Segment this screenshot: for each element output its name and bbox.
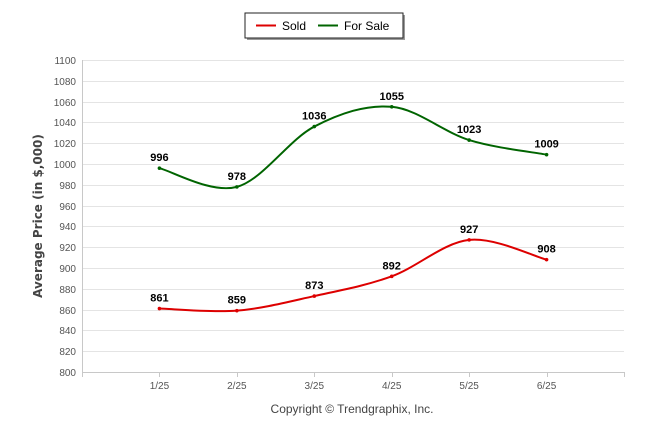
y-tick-label: 960 (59, 202, 76, 213)
data-label-for-sale: 1009 (534, 139, 558, 151)
x-tick-label: 6/25 (537, 381, 557, 392)
y-tick-label: 980 (59, 181, 76, 192)
data-point-for-sale[interactable] (157, 166, 162, 170)
data-point-for-sale[interactable] (389, 105, 394, 109)
x-tick-labels: 1/25 2/25 3/25 4/25 5/25 6/25 (150, 381, 557, 392)
x-tick-label: 1/25 (150, 381, 170, 392)
data-label-for-sale: 978 (228, 171, 246, 183)
data-label-sold: 873 (305, 280, 323, 292)
series-lines (157, 105, 549, 313)
legend-label-for-sale: For Sale (344, 19, 390, 33)
data-point-for-sale[interactable] (312, 124, 317, 129)
data-point-sold[interactable] (157, 306, 162, 311)
y-tick-label: 840 (59, 326, 76, 337)
y-tick-label: 1060 (54, 98, 77, 109)
data-label-sold: 861 (150, 293, 168, 305)
y-tick-label: 1020 (54, 139, 77, 150)
legend-item-sold[interactable]: Sold (256, 19, 306, 33)
legend-item-for-sale[interactable]: For Sale (318, 19, 390, 33)
x-tick-label: 5/25 (459, 381, 479, 392)
data-label-for-sale: 996 (150, 152, 168, 164)
data-label-sold: 908 (537, 244, 555, 256)
data-point-for-sale[interactable] (544, 152, 549, 157)
y-tick-label: 920 (59, 243, 76, 254)
data-point-for-sale[interactable] (235, 185, 239, 189)
grid-lines (82, 60, 624, 352)
data-point-sold[interactable] (235, 308, 239, 313)
data-point-sold[interactable] (312, 294, 317, 298)
data-label-sold: 892 (383, 260, 401, 272)
x-tick-label: 2/25 (227, 381, 247, 392)
y-tick-label: 880 (59, 285, 76, 296)
y-axis-title: Average Price (in $,000) (31, 134, 45, 298)
y-tick-label: 1100 (54, 56, 76, 67)
data-labels: 861 859 873 892 927 908 996 978 1036 1055 1023 1009 (150, 91, 559, 307)
series-line-for-sale (159, 105, 547, 190)
y-tick-label: 1080 (54, 77, 77, 88)
data-label-for-sale: 1023 (457, 124, 481, 136)
y-tick-label: 900 (59, 264, 76, 275)
y-tick-label: 940 (59, 222, 76, 233)
y-tick-label: 1000 (54, 160, 77, 171)
y-tick-label: 1040 (54, 118, 77, 129)
y-tick-labels: 800 820 840 860 880 900 920 940 960 980 1000 1020 10… (54, 56, 77, 379)
data-point-for-sale[interactable] (467, 138, 471, 142)
data-point-sold[interactable] (467, 238, 471, 242)
y-tick-label: 860 (59, 306, 76, 317)
y-tick-label: 820 (59, 347, 76, 358)
legend-label-sold: Sold (282, 19, 306, 33)
data-label-for-sale: 1036 (302, 111, 326, 123)
data-label-sold: 927 (460, 224, 478, 236)
y-tick-label: 800 (59, 368, 76, 379)
x-tick-label: 3/25 (305, 381, 325, 392)
data-point-sold[interactable] (544, 257, 549, 262)
data-label-for-sale: 1055 (379, 91, 403, 103)
series-line-sold (159, 238, 547, 313)
data-point-sold[interactable] (389, 274, 394, 279)
data-label-sold: 859 (228, 295, 246, 307)
x-tick-label: 4/25 (382, 381, 402, 392)
legend[interactable]: Sold For Sale (244, 12, 405, 40)
chart-axes (82, 60, 625, 377)
copyright-text: Copyright © Trendgraphix, Inc. (271, 402, 434, 416)
